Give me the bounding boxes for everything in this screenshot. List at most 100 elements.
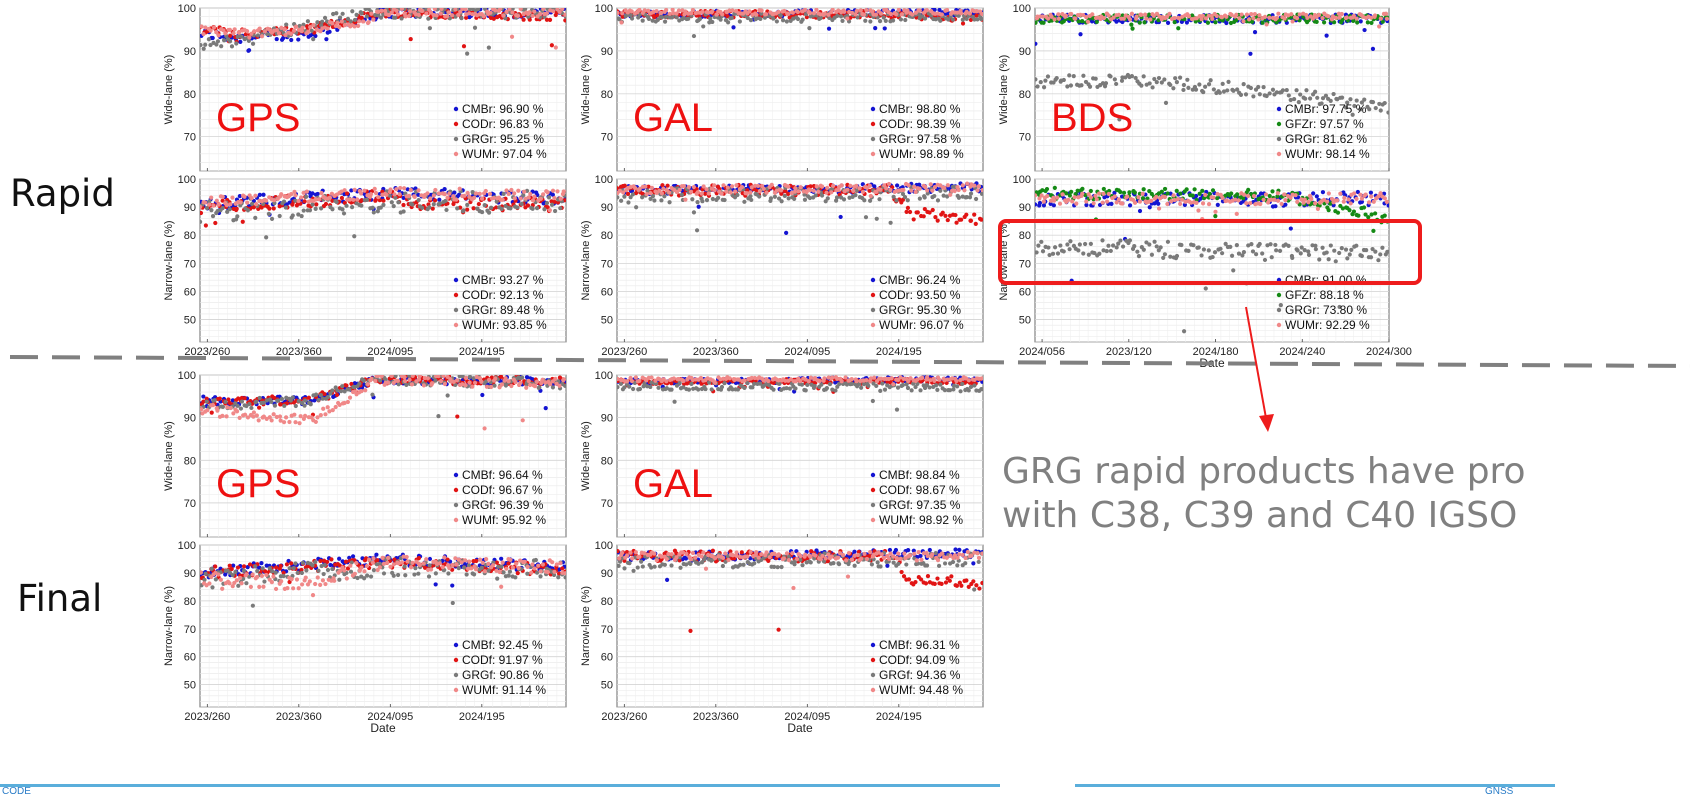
data-point <box>816 190 820 194</box>
data-point <box>558 206 562 210</box>
y-tick-label: 100 <box>178 370 196 382</box>
data-point <box>409 37 413 41</box>
data-point <box>455 378 459 382</box>
data-point <box>946 218 950 222</box>
data-point <box>1039 240 1043 244</box>
data-point <box>326 405 330 409</box>
data-point <box>330 21 334 25</box>
data-point <box>1313 201 1317 205</box>
data-point <box>293 193 297 197</box>
data-point <box>433 188 437 192</box>
data-point <box>903 18 907 22</box>
data-point <box>524 386 528 390</box>
data-point <box>306 19 310 23</box>
data-point <box>916 210 920 214</box>
data-point <box>396 12 400 16</box>
data-point <box>461 208 465 212</box>
data-point <box>1178 202 1182 206</box>
data-point <box>962 188 966 192</box>
data-point <box>1202 247 1206 251</box>
data-point <box>859 8 863 12</box>
data-point <box>292 190 296 194</box>
data-point <box>305 190 309 194</box>
data-point <box>472 196 476 200</box>
data-point <box>207 202 211 206</box>
data-point <box>872 184 876 188</box>
data-point <box>396 379 400 383</box>
data-point <box>1366 215 1370 219</box>
data-point <box>1216 203 1220 207</box>
data-point <box>1176 197 1180 201</box>
data-point <box>204 223 208 227</box>
data-point <box>1249 12 1253 16</box>
data-point <box>1178 191 1182 195</box>
data-point <box>863 19 867 23</box>
data-point <box>343 188 347 192</box>
data-point <box>1349 201 1353 205</box>
data-point <box>1272 198 1276 202</box>
data-point <box>352 234 356 238</box>
data-point <box>940 12 944 16</box>
data-point <box>228 28 232 32</box>
data-point <box>209 196 213 200</box>
data-point <box>510 35 514 39</box>
data-point <box>520 375 524 379</box>
data-point <box>402 209 406 213</box>
data-point <box>378 378 382 382</box>
data-point <box>1056 251 1060 255</box>
data-point <box>1236 198 1240 202</box>
data-point <box>1173 76 1177 80</box>
data-point <box>1191 243 1195 247</box>
data-point <box>398 186 402 190</box>
data-point <box>1138 21 1142 25</box>
data-point <box>392 192 396 196</box>
data-point <box>1329 243 1333 247</box>
data-point <box>696 190 700 194</box>
data-point <box>483 203 487 207</box>
data-point <box>428 196 432 200</box>
data-point <box>1141 192 1145 196</box>
data-point <box>409 188 413 192</box>
data-point <box>357 19 361 23</box>
data-point <box>1138 199 1142 203</box>
data-point <box>398 192 402 196</box>
y-tick-label: 80 <box>601 455 613 467</box>
data-point <box>626 192 630 196</box>
data-point <box>303 414 307 418</box>
data-point <box>807 26 811 30</box>
data-point <box>1358 193 1362 197</box>
data-point <box>299 414 303 418</box>
data-point <box>829 190 833 194</box>
data-point <box>1165 202 1169 206</box>
data-point <box>203 43 207 47</box>
data-point <box>1156 202 1160 206</box>
data-point <box>803 8 807 12</box>
data-point <box>477 202 481 206</box>
data-point <box>521 193 525 197</box>
data-point <box>1253 12 1257 16</box>
data-point <box>1359 19 1363 23</box>
data-point <box>1258 242 1262 246</box>
data-point <box>1142 74 1146 78</box>
y-tick-label: 100 <box>595 174 613 186</box>
data-point <box>231 411 235 415</box>
data-point <box>228 39 232 43</box>
data-point <box>1173 16 1177 20</box>
data-point <box>690 197 694 201</box>
y-tick-label: 70 <box>184 498 196 510</box>
data-point <box>1097 191 1101 195</box>
data-point <box>319 393 323 397</box>
data-point <box>253 216 257 220</box>
data-point <box>965 182 969 186</box>
data-point <box>879 11 883 15</box>
data-point <box>513 196 517 200</box>
data-point <box>1362 28 1366 32</box>
data-point <box>1244 92 1248 96</box>
data-point <box>1176 26 1180 30</box>
data-point <box>909 188 913 192</box>
data-point <box>532 9 536 13</box>
data-point <box>1225 88 1229 92</box>
data-point <box>1052 199 1056 203</box>
